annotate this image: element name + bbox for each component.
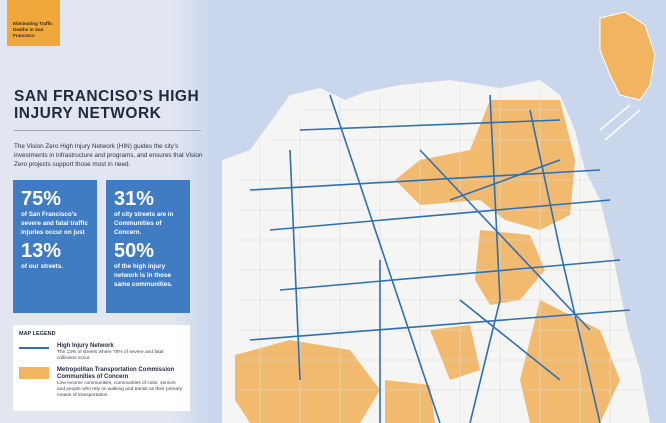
legend-swatch	[19, 347, 49, 349]
bridge	[599, 104, 641, 141]
legend-desc: Low-income communities, communities of c…	[57, 381, 183, 398]
legend-item: Metropolitan Transportation Commission C…	[19, 367, 184, 399]
island	[599, 11, 656, 101]
stat-box: 75% of San Francisco’s severe and fatal …	[13, 180, 97, 313]
high-injury-network	[249, 94, 631, 423]
stat-text: of our streets.	[21, 263, 63, 270]
legend-heading: MAP LEGEND	[19, 331, 56, 337]
stat-figure: 75%	[21, 188, 62, 210]
legend: MAP LEGEND High Injury Network The 13% o…	[13, 325, 190, 411]
legend-title: High Injury Network	[57, 343, 114, 349]
stat-figure: 31%	[114, 188, 155, 210]
badge: Eliminating Traffic Deaths in San Franci…	[7, 0, 60, 46]
stat-figure: 50%	[114, 240, 155, 262]
stat-text: of San Francisco’s severe and fatal traf…	[21, 211, 88, 236]
title: SAN FRANCISO’S HIGH INJURY NETWORK	[14, 88, 200, 122]
stat-box: 31% of city streets are in Communities o…	[106, 180, 190, 313]
stat-text: of the high injury network is in those s…	[114, 263, 173, 288]
legend-item: High Injury Network The 13% of streets w…	[19, 343, 184, 362]
description: The Vision Zero High Injury Network (HIN…	[14, 143, 203, 168]
stat-figure: 13%	[21, 240, 62, 262]
divider	[14, 130, 201, 131]
legend-title: Metropolitan Transportation Commission C…	[57, 367, 175, 380]
legend-desc: The 13% of streets where 75% of severe a…	[57, 350, 164, 361]
communities-of-concern	[235, 100, 620, 423]
stat-text: of city streets are in Communities of Co…	[114, 211, 174, 236]
legend-swatch	[19, 367, 49, 379]
